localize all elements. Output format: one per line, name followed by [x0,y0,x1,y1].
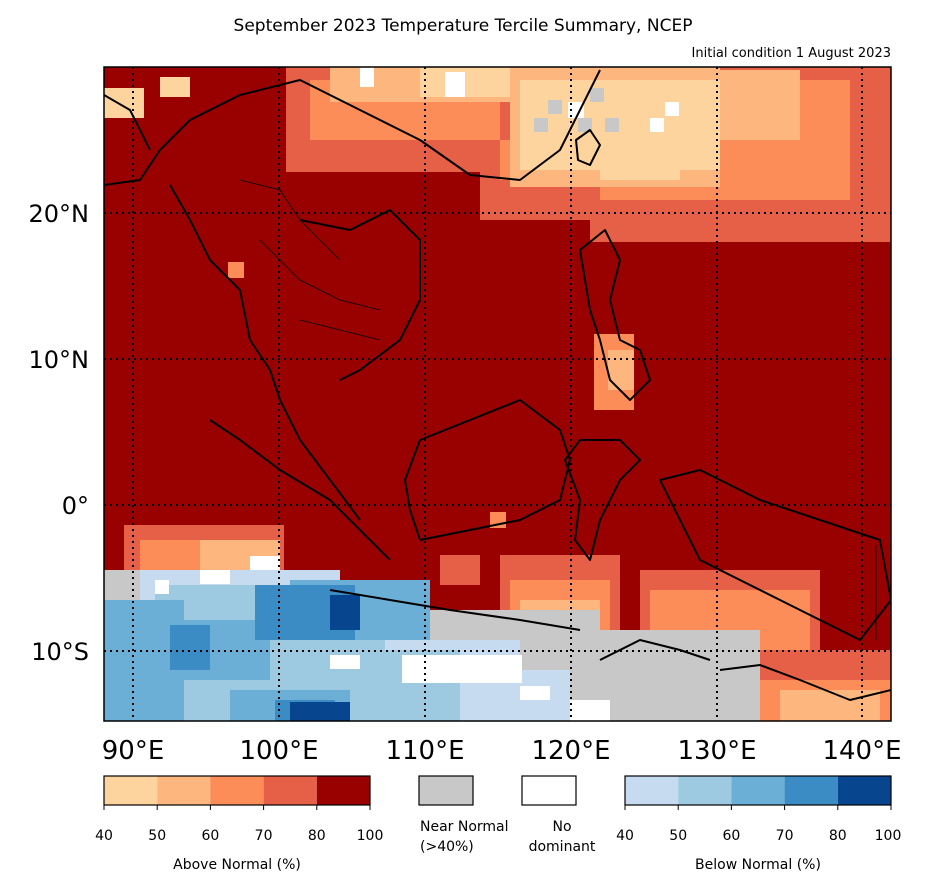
lat-label-0: 0° [62,492,89,520]
above-tick-50: 50 [148,828,166,844]
near-normal-label-line1: Near Normal [420,819,509,835]
below-normal-colorbar: 40 50 60 70 80 100 Below Normal (%) [616,775,902,873]
above-swatch-50-60 [157,776,211,805]
below-tick-40: 40 [616,828,634,844]
above-swatch-60-70 [210,776,264,805]
above-tick-70: 70 [255,828,273,844]
lon-label-90e: 90°E [102,736,165,766]
near-normal-legend: Near Normal (>40%) [418,775,509,855]
graticule [104,67,891,721]
no-dominant-swatch [521,775,577,806]
above-tick-40: 40 [95,828,113,844]
below-swatch-80-100 [837,776,891,805]
near-normal-label-line2: (>40%) [420,839,474,855]
above-tick-80: 80 [308,828,326,844]
lat-label-10n: 10°N [29,346,90,374]
no-dominant-label-line2: dominant [529,839,596,855]
map-title: September 2023 Temperature Tercile Summa… [233,16,693,36]
western-edge-cells [104,77,190,118]
above-tick-100: 100 [357,828,384,844]
below-normal-label: Below Normal (%) [695,857,821,873]
below-tick-100: 100 [875,828,902,844]
lon-label-120e: 120°E [531,736,610,766]
lon-label-100e: 100°E [239,736,318,766]
lon-label-140e: 140°E [822,736,901,766]
above-tick-60: 60 [201,828,219,844]
above-swatch-80-100 [316,776,370,805]
below-normal-80-100 [290,595,360,721]
below-swatch-50-60 [678,776,732,805]
below-tick-60: 60 [722,828,740,844]
near-normal-swatch [418,775,474,806]
isolated-cell [228,262,244,278]
below-swatch-60-70 [731,776,785,805]
coastlines [104,69,891,701]
northern-no-dominant-cells [360,67,679,132]
below-swatch-40-50 [625,776,679,805]
map-frame [103,66,892,722]
lat-label-10s: 10°S [31,638,89,666]
above-normal-colorbar: 40 50 60 70 80 100 Above Normal (%) [95,775,384,873]
initial-condition-note: Initial condition 1 August 2023 [691,46,891,61]
above-normal-label: Above Normal (%) [173,857,301,873]
northern-near-normal-cells [534,88,619,132]
lat-label-20n: 20°N [29,200,90,228]
below-swatch-70-80 [784,776,838,805]
no-dominant-legend: No dominant [521,775,596,855]
no-dominant-label-line1: No [552,819,571,835]
below-tick-50: 50 [669,828,687,844]
lon-label-110e: 110°E [385,736,464,766]
lon-label-130e: 130°E [677,736,756,766]
above-swatch-70-80 [263,776,317,805]
southern-no-dominant-cells [155,556,610,721]
above-swatch-40-50 [104,776,158,805]
below-tick-80: 80 [829,828,847,844]
below-tick-70: 70 [776,828,794,844]
